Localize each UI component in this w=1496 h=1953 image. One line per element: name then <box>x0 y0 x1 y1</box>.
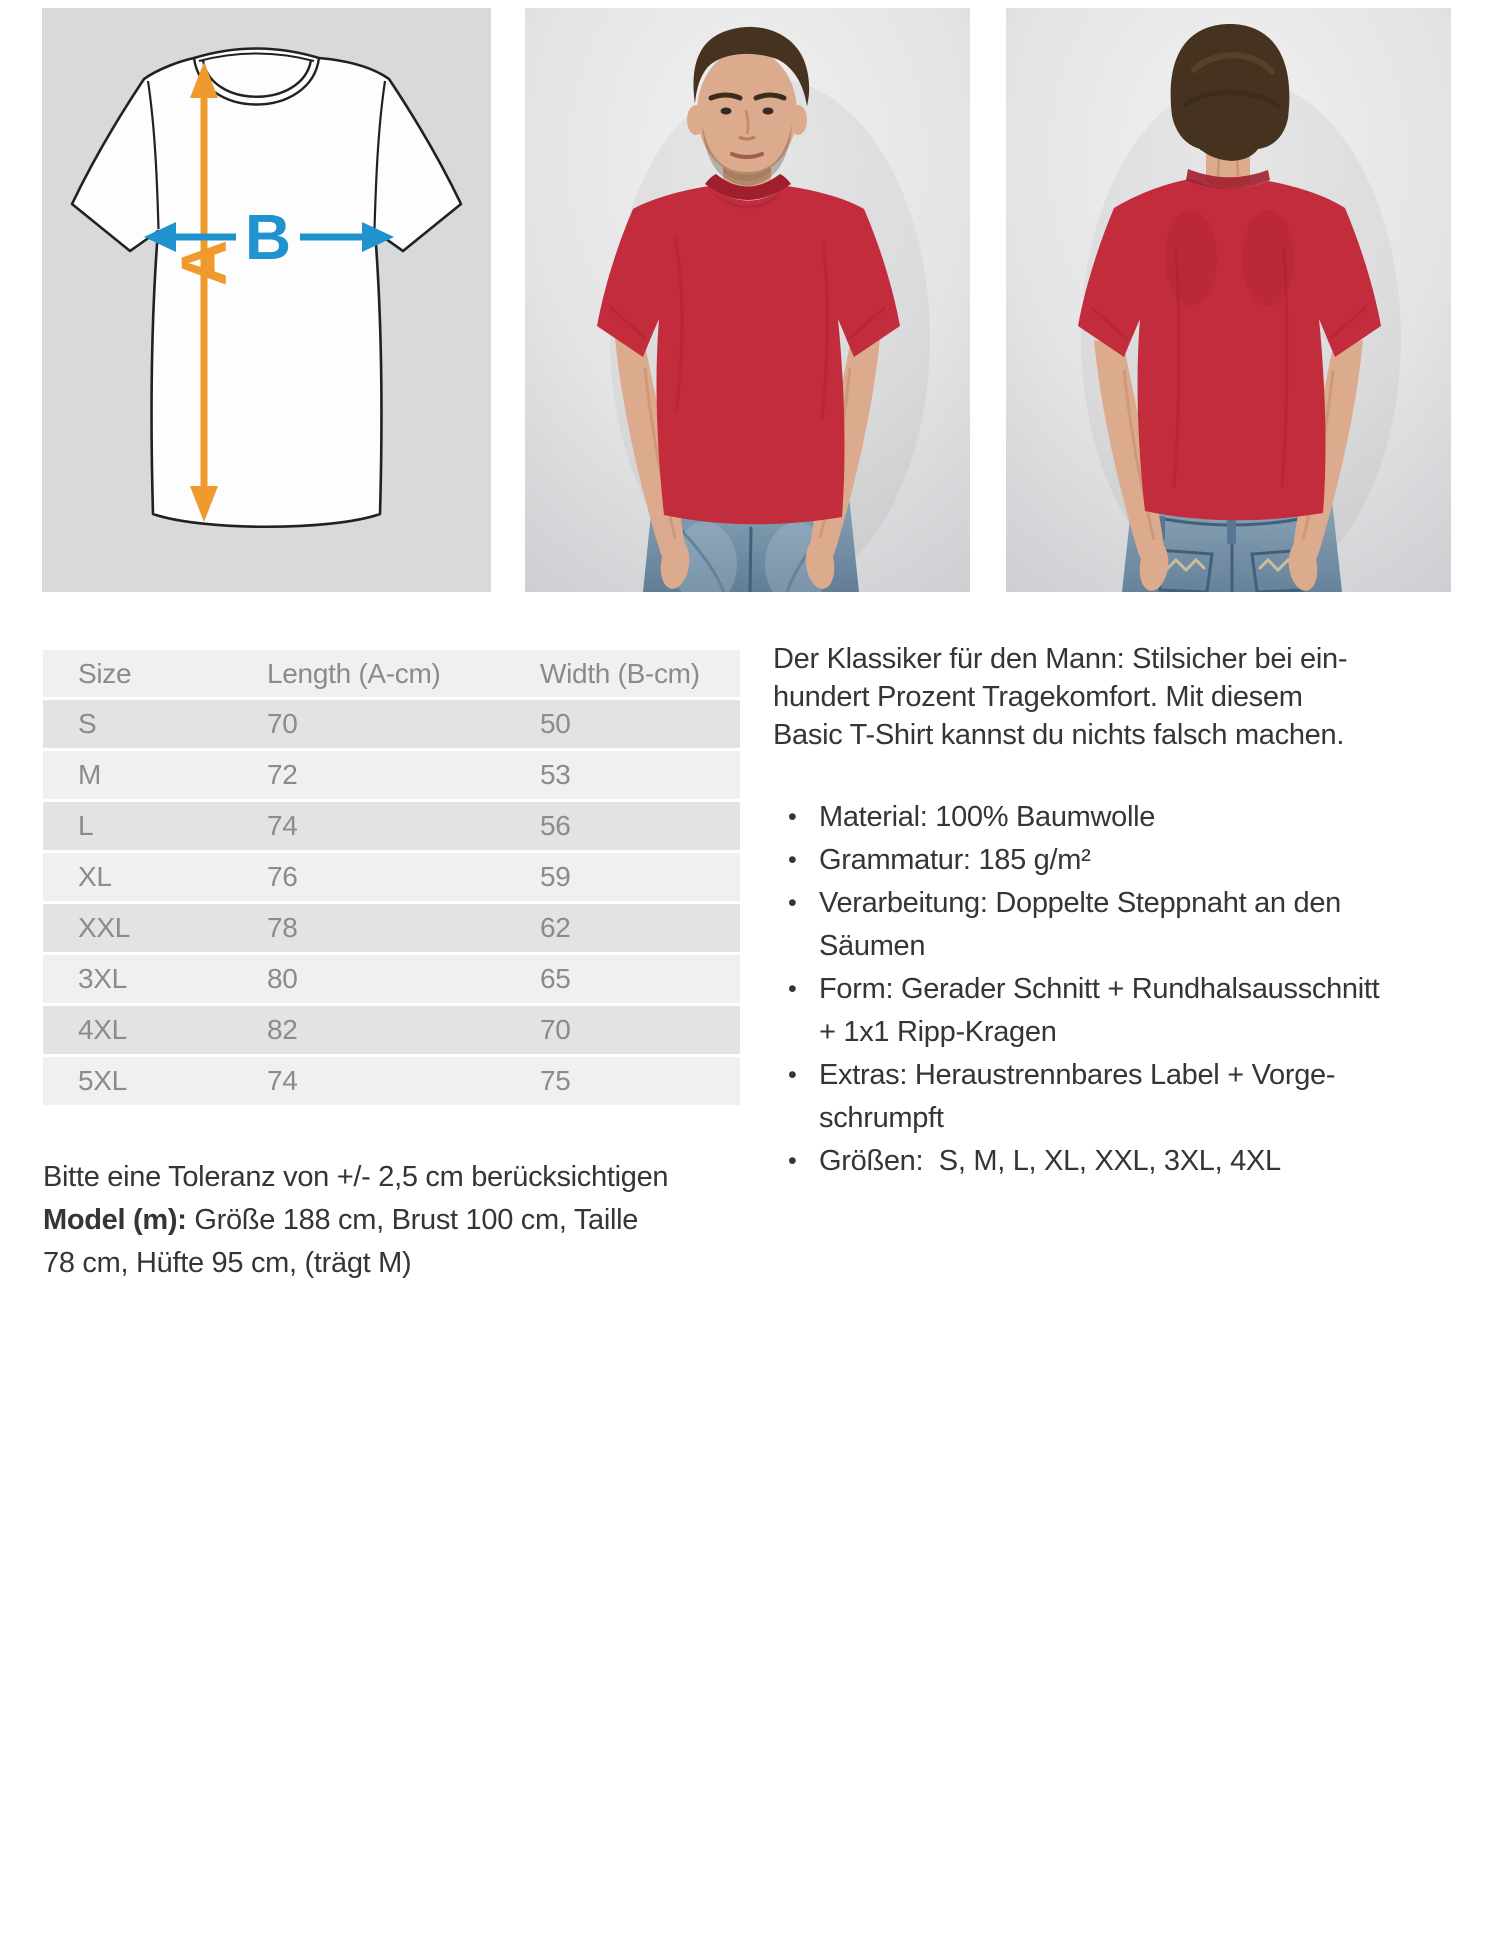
length-cell: 72 <box>267 749 540 801</box>
size-cell: 5XL <box>43 1055 267 1105</box>
tolerance-note: Bitte eine Toleranz von +/- 2,5 cm berüc… <box>43 1161 669 1193</box>
size-table-row: L 74 56 <box>43 800 740 852</box>
width-cell: 59 <box>540 851 740 903</box>
size-cell: XXL <box>43 902 267 954</box>
size-diagram-image: A B <box>42 8 491 592</box>
size-cell: XL <box>43 851 267 903</box>
measure-a-arrow: A <box>168 62 240 522</box>
col-header-width: Width (B-cm) <box>540 650 740 699</box>
width-cell: 65 <box>540 953 740 1005</box>
size-table-row: XL 76 59 <box>43 851 740 903</box>
col-header-length: Length (A-cm) <box>267 650 540 699</box>
hair-back <box>1170 24 1290 161</box>
model-back-illustration <box>1006 8 1451 592</box>
hands-back <box>1139 541 1318 591</box>
width-cell: 50 <box>540 698 740 750</box>
head-back <box>1170 24 1290 187</box>
size-cell: S <box>43 698 267 750</box>
measure-a-label: A <box>168 240 240 286</box>
size-table-row: S 70 50 <box>43 698 740 750</box>
head-front <box>687 26 810 197</box>
description-bullet-item: Form: Gerader Schnitt + Rundhalsausschni… <box>773 968 1463 1054</box>
model-back-photo <box>1006 8 1451 592</box>
size-cell: L <box>43 800 267 852</box>
length-cell: 82 <box>267 1004 540 1056</box>
tshirt-back <box>1078 169 1381 521</box>
model-front-photo <box>525 8 970 592</box>
size-table-row: M 72 53 <box>43 749 740 801</box>
description-bullet-item: Grammatur: 185 g/m² <box>773 839 1463 882</box>
model-note-text: Größe 188 cm, Brust 100 cm, Taille 78 cm… <box>43 1204 639 1279</box>
size-table-row: 3XL 80 65 <box>43 953 740 1005</box>
length-cell: 74 <box>267 800 540 852</box>
description-bullet-item: Extras: Heraustrennbares Label + Vorge- … <box>773 1054 1463 1140</box>
size-cell: 3XL <box>43 953 267 1005</box>
size-table-header-row: Size Length (A-cm) Width (B-cm) <box>43 650 740 699</box>
model-note-label: Model (m): <box>43 1204 187 1236</box>
size-cell: 4XL <box>43 1004 267 1056</box>
tshirt-measurement-diagram: A B <box>70 47 463 529</box>
hair-front <box>693 26 810 106</box>
size-table-row: XXL 78 62 <box>43 902 740 954</box>
size-table-row: 5XL 74 75 <box>43 1055 740 1105</box>
length-cell: 78 <box>267 902 540 954</box>
product-description: Der Klassiker für den Mann: Stilsicher b… <box>773 640 1463 1183</box>
width-cell: 56 <box>540 800 740 852</box>
width-cell: 75 <box>540 1055 740 1105</box>
hands-front <box>660 539 835 589</box>
width-cell: 53 <box>540 749 740 801</box>
size-table-row: 4XL 82 70 <box>43 1004 740 1056</box>
description-bullet-item: Material: 100% Baumwolle <box>773 796 1463 839</box>
length-cell: 70 <box>267 698 540 750</box>
measure-b-label: B <box>245 201 291 273</box>
width-cell: 62 <box>540 902 740 954</box>
description-intro: Der Klassiker für den Mann: Stilsicher b… <box>773 643 1348 751</box>
length-cell: 80 <box>267 953 540 1005</box>
shirt-outline-shape <box>70 47 463 529</box>
length-cell: 76 <box>267 851 540 903</box>
model-note: Model (m): Größe 188 cm, Brust 100 cm, T… <box>43 1199 753 1285</box>
model-front-illustration <box>525 8 970 592</box>
description-bullet-item: Größen: S, M, L, XL, XXL, 3XL, 4XL <box>773 1140 1463 1183</box>
width-cell: 70 <box>540 1004 740 1056</box>
measure-b-arrow: B <box>144 201 394 273</box>
col-header-size: Size <box>43 650 267 699</box>
tshirt-front <box>597 174 900 525</box>
size-table-body: S 70 50 M 72 53 L 74 56 XL 76 59 XXL 78 62 3XL 80 65 4XL 82… <box>43 698 740 1105</box>
length-cell: 74 <box>267 1055 540 1105</box>
size-notes: Bitte eine Toleranz von +/- 2,5 cm berüc… <box>43 1156 753 1285</box>
size-chart-table: Size Length (A-cm) Width (B-cm) S 70 50 M 72… <box>43 650 740 1105</box>
description-bullet-item: Verarbeitung: Doppelte Steppnaht an den … <box>773 882 1463 968</box>
description-bullets: Material: 100% BaumwolleGrammatur: 185 g… <box>773 796 1463 1183</box>
size-cell: M <box>43 749 267 801</box>
